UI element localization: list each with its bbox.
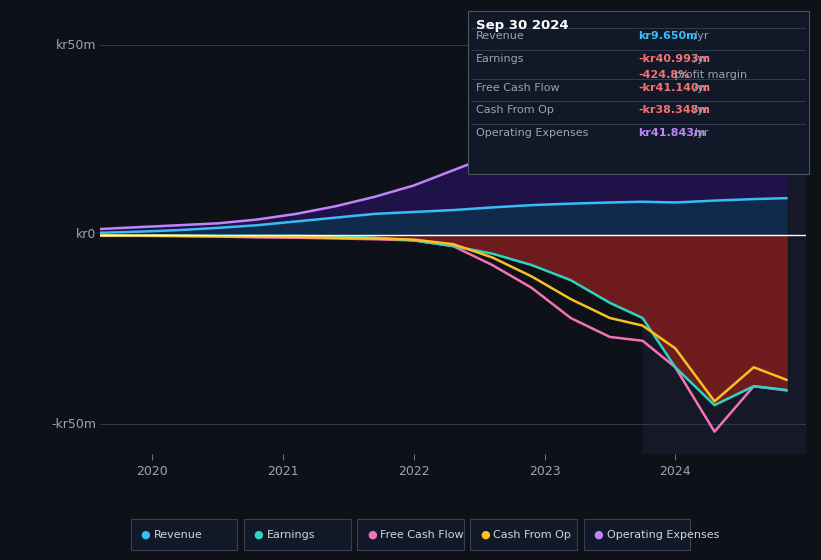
Text: kr50m: kr50m xyxy=(56,39,97,52)
Text: /yr: /yr xyxy=(690,54,709,64)
Text: kr9.650m: kr9.650m xyxy=(639,31,698,41)
Text: -kr41.140m: -kr41.140m xyxy=(639,83,710,93)
Text: ●: ● xyxy=(140,530,150,540)
Text: /yr: /yr xyxy=(690,83,709,93)
Text: Revenue: Revenue xyxy=(154,530,202,540)
Text: Sep 30 2024: Sep 30 2024 xyxy=(476,19,569,32)
Text: ●: ● xyxy=(594,530,603,540)
Text: Earnings: Earnings xyxy=(267,530,315,540)
Text: Earnings: Earnings xyxy=(476,54,525,64)
Text: Revenue: Revenue xyxy=(476,31,525,41)
Text: /yr: /yr xyxy=(690,31,709,41)
Text: profit margin: profit margin xyxy=(672,71,747,81)
Text: Free Cash Flow: Free Cash Flow xyxy=(380,530,464,540)
Text: kr41.843m: kr41.843m xyxy=(639,128,706,138)
Text: Cash From Op: Cash From Op xyxy=(476,105,554,115)
Text: -424.8%: -424.8% xyxy=(639,71,690,81)
Text: Operating Expenses: Operating Expenses xyxy=(607,530,719,540)
Text: Free Cash Flow: Free Cash Flow xyxy=(476,83,560,93)
Text: Cash From Op: Cash From Op xyxy=(493,530,571,540)
Text: Operating Expenses: Operating Expenses xyxy=(476,128,589,138)
Text: /yr: /yr xyxy=(690,105,709,115)
Text: -kr38.348m: -kr38.348m xyxy=(639,105,710,115)
Text: ●: ● xyxy=(480,530,490,540)
Text: -kr50m: -kr50m xyxy=(52,418,97,431)
Text: kr0: kr0 xyxy=(76,228,97,241)
Text: ●: ● xyxy=(254,530,264,540)
Bar xyxy=(643,15,806,454)
Text: /yr: /yr xyxy=(690,128,709,138)
Text: -kr40.993m: -kr40.993m xyxy=(639,54,710,64)
Text: ●: ● xyxy=(367,530,377,540)
